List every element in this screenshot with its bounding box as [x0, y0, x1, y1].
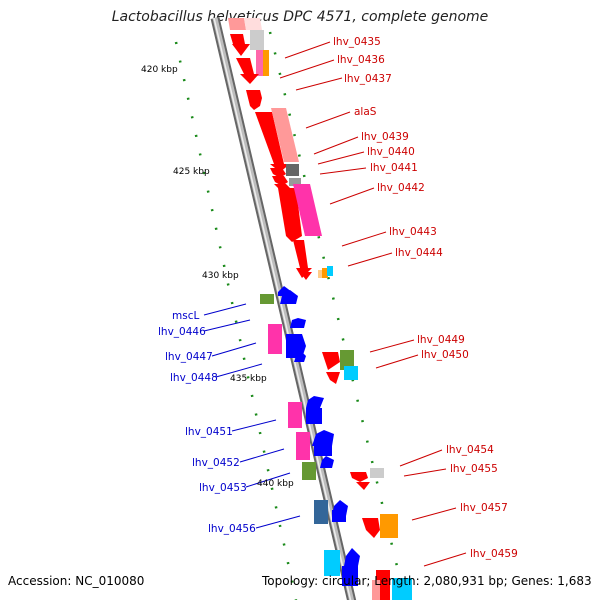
- gene-label[interactable]: lhv_0435: [333, 36, 381, 48]
- gene-lhv_0454[interactable]: [350, 472, 368, 482]
- gene-lhv_0453[interactable]: [302, 462, 316, 480]
- gene-lhv_0451[interactable]: [288, 402, 302, 428]
- gene-label[interactable]: lhv_0456: [208, 523, 256, 535]
- gene-label[interactable]: alaS: [354, 106, 377, 118]
- gene-mscL[interactable]: [260, 294, 274, 304]
- gene-label[interactable]: lhv_0440: [367, 146, 415, 158]
- gene-label[interactable]: lhv_0447: [165, 351, 213, 363]
- gene-label[interactable]: lhv_0444: [395, 247, 443, 259]
- gene-lhv_0443[interactable]: [293, 240, 312, 278]
- tick-labels: 420 kbp 425 kbp 430 kbp 435 kbp 440 kbp: [141, 65, 294, 489]
- map-title: Lactobacillus helveticus DPC 4571, compl…: [111, 9, 489, 25]
- gene-lhv_0448[interactable]: [294, 350, 306, 362]
- gene-label[interactable]: lhv_0441: [370, 162, 418, 174]
- genome-info-text: Topology: circular; Length: 2,080,931 bp…: [262, 574, 592, 588]
- connector-lines: [203, 41, 467, 567]
- reverse-gene-labels: mscL lhv_0446 lhv_0447 lhv_0448 lhv_0451…: [158, 310, 256, 535]
- gene-label[interactable]: lhv_0459: [470, 548, 518, 560]
- reverse-genes: [260, 286, 360, 586]
- accession-text: Accession: NC_010080: [8, 574, 145, 588]
- gene-label[interactable]: lhv_0446: [158, 326, 206, 338]
- gene-label[interactable]: lhv_0443: [389, 226, 437, 238]
- gene-lhv_0444[interactable]: [318, 270, 323, 278]
- gene-label[interactable]: lhv_0436: [337, 54, 385, 66]
- gene-lhv_0456[interactable]: [314, 500, 328, 524]
- gene-lhv_0442[interactable]: [278, 188, 302, 242]
- gene-alaS[interactable]: [255, 112, 290, 172]
- tick-dots: [174, 31, 407, 600]
- gene-lhv_0455[interactable]: [370, 468, 384, 478]
- gene-lhv_0452[interactable]: [296, 432, 310, 460]
- gene-label[interactable]: lhv_0448: [170, 372, 218, 384]
- forward-gene-labels: lhv_0435 lhv_0436 lhv_0437 alaS lhv_0439…: [333, 36, 518, 560]
- gene-label[interactable]: lhv_0437: [344, 73, 392, 85]
- genome-backbone: [210, 16, 357, 600]
- tick-label: 420 kbp: [141, 65, 178, 75]
- gene-lhv_0435[interactable]: [230, 34, 250, 56]
- tick-label: 430 kbp: [202, 271, 239, 281]
- gene-label[interactable]: lhv_0439: [361, 131, 409, 143]
- gene-label[interactable]: mscL: [172, 310, 199, 322]
- tick-label: 440 kbp: [257, 479, 294, 489]
- forward-genes: [230, 30, 412, 600]
- tick-label: 435 kbp: [230, 374, 267, 384]
- gene-lhv_0449[interactable]: [322, 352, 340, 370]
- gene-lhv_0446[interactable]: [280, 290, 298, 304]
- gene-label[interactable]: lhv_0452: [192, 457, 240, 469]
- gene-label[interactable]: lhv_0451: [185, 426, 233, 438]
- gene-label[interactable]: lhv_0454: [446, 444, 494, 456]
- top-features: [228, 18, 262, 30]
- gene-lhv_0437[interactable]: [236, 58, 259, 84]
- gene-lhv_0450[interactable]: [340, 350, 354, 370]
- gene-lhv_0457[interactable]: [362, 518, 380, 538]
- tick-label: 425 kbp: [173, 167, 210, 177]
- gene-label[interactable]: lhv_0442: [377, 182, 425, 194]
- gene-label[interactable]: lhv_0450: [421, 349, 469, 361]
- gene-lhv_0447[interactable]: [268, 324, 282, 354]
- gene-label[interactable]: lhv_0457: [460, 502, 508, 514]
- gene-label[interactable]: lhv_0453: [199, 482, 247, 494]
- gene-label[interactable]: lhv_0455: [450, 463, 498, 475]
- gene-lhv_0436[interactable]: [250, 30, 264, 50]
- gene-label[interactable]: lhv_0449: [417, 334, 465, 346]
